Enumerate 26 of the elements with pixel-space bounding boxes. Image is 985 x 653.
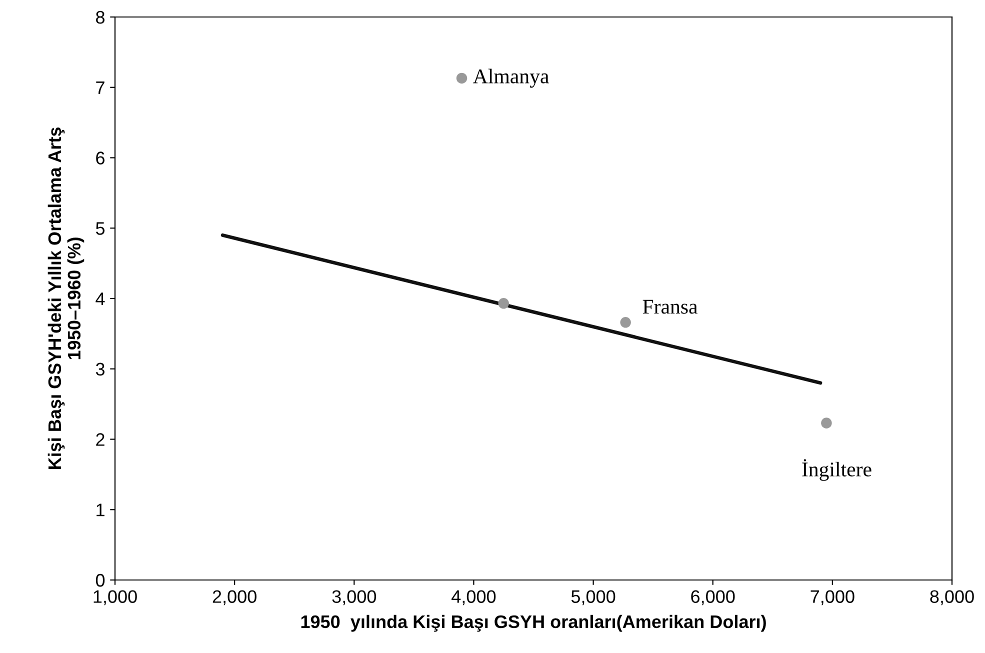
- point: [620, 317, 631, 328]
- annotation: İngiltere: [802, 459, 872, 481]
- y-tick-label: 3: [96, 362, 104, 376]
- y-tick-label: 4: [96, 292, 105, 306]
- x-tick-label: 8,000: [930, 590, 974, 606]
- y-axis-title: Kişi Başı GSYH'deki Yıllık Ortalama Artş 1950–1960 (%): [48, 127, 84, 470]
- y-tick-label: 8: [96, 10, 104, 24]
- y-tick-label: 7: [96, 81, 104, 94]
- y-tick-label: 1: [96, 504, 104, 516]
- y-tick-label: 2: [96, 433, 104, 446]
- point: [821, 418, 832, 428]
- annotation: Almanya: [473, 68, 549, 88]
- x-tick-label: 6,000: [691, 590, 735, 606]
- point: [498, 298, 509, 309]
- x-tick-label: 7,000: [810, 590, 854, 606]
- x-tick-label: 2,000: [212, 590, 256, 606]
- annotation: Fransa: [642, 300, 698, 314]
- x-tick-label: 4,000: [452, 590, 496, 606]
- x-tick-label: 5,000: [571, 590, 616, 606]
- y-tick-label: 0: [96, 574, 105, 587]
- x-tick-label: 3,000: [332, 590, 376, 606]
- x-axis-title: 1950 yılında Kişi Başı GSYH oranları(Amerikan Doları): [301, 614, 766, 632]
- x-tick-label: 1,000: [94, 590, 137, 606]
- point: [456, 72, 468, 84]
- y-tick-label: 6: [96, 152, 104, 164]
- y-tick-label: 5: [96, 222, 105, 235]
